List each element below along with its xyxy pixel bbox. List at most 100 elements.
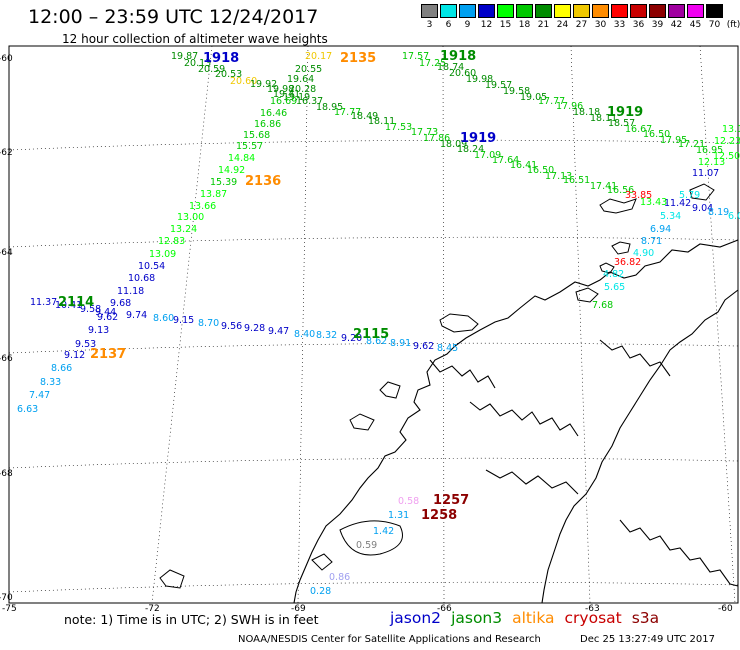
track-time-label: 1918 bbox=[440, 49, 477, 64]
track-time-label: 1258 bbox=[421, 508, 458, 523]
wave-height-value: 0.59 bbox=[356, 540, 378, 551]
coastline bbox=[293, 239, 739, 604]
wave-height-value: 18.49 bbox=[351, 111, 379, 122]
latitude-label: -66 bbox=[0, 354, 13, 364]
scale-swatch bbox=[554, 4, 571, 18]
scale-label: 36 bbox=[632, 20, 645, 30]
wave-height-value: 19.98 bbox=[267, 84, 295, 95]
wave-height-value: 17.41 bbox=[590, 181, 618, 192]
latitude-gridlines bbox=[8, 139, 739, 593]
wave-height-value: 11.07 bbox=[692, 168, 720, 179]
latitude-label: -64 bbox=[0, 248, 13, 258]
wave-height-value: 12.83 bbox=[158, 236, 186, 247]
wave-height-value: 9.12 bbox=[64, 350, 86, 361]
longitude-gridlines bbox=[8, 45, 736, 604]
wave-height-value: 13.87 bbox=[200, 189, 228, 200]
wave-height-value: 18.24 bbox=[457, 144, 485, 155]
wave-height-value: 18.11 bbox=[368, 116, 396, 127]
wave-height-value: 7.47 bbox=[29, 390, 51, 401]
wave-height-value: 16.37 bbox=[296, 96, 324, 107]
wave-height-value: 18.95 bbox=[316, 102, 344, 113]
wave-height-value: 33.85 bbox=[625, 190, 653, 201]
scale-label: 27 bbox=[575, 20, 588, 30]
wave-height-value: 16.86 bbox=[254, 119, 282, 130]
wave-height-value: 6.0 bbox=[728, 211, 740, 222]
scale-label: 39 bbox=[651, 20, 664, 30]
scale-swatch bbox=[459, 4, 476, 18]
wave-height-value: 4.90 bbox=[633, 248, 655, 259]
wave-height-value: 0.86 bbox=[329, 572, 351, 583]
wave-height-value: 17.86 bbox=[423, 133, 451, 144]
wave-height-value: 9.53 bbox=[75, 339, 97, 350]
wave-height-value: 17.25 bbox=[419, 58, 447, 69]
longitude-label: -63 bbox=[585, 604, 600, 614]
wave-height-value: 18.57 bbox=[608, 118, 636, 129]
legend-entry: s3a bbox=[631, 609, 660, 627]
wave-height-value: 8.70 bbox=[198, 318, 220, 329]
wave-height-value: 11.18 bbox=[117, 286, 145, 297]
wave-height-value: 6.94 bbox=[650, 224, 672, 235]
scale-swatch bbox=[440, 4, 457, 18]
wave-height-value: 8.40 bbox=[294, 329, 316, 340]
wave-height-value: 5.65 bbox=[604, 282, 626, 293]
track-time-label: 1918 bbox=[203, 51, 240, 66]
legend-entry: cryosat bbox=[564, 609, 622, 627]
wave-height-value: 8.32 bbox=[316, 330, 338, 341]
wave-height-value: 20.59 bbox=[198, 64, 226, 75]
wave-height-value: 19.92 bbox=[250, 79, 278, 90]
wave-height-value: 13.24 bbox=[170, 224, 198, 235]
wave-height-value: 17.21 bbox=[678, 139, 706, 150]
track-time-label: 2136 bbox=[245, 174, 282, 189]
wave-height-value: 16.50 bbox=[527, 165, 555, 176]
page-subtitle: 12 hour collection of altimeter wave hei… bbox=[62, 32, 328, 46]
wave-height-value: 9.44 bbox=[95, 307, 117, 318]
wave-height-value: 16.95 bbox=[696, 145, 724, 156]
longitude-label: -69 bbox=[291, 604, 306, 614]
track-time-label: 2114 bbox=[58, 295, 95, 310]
page-title: 12:00 – 23:59 UTC 12/24/2017 bbox=[28, 6, 319, 28]
latitude-label: -70 bbox=[0, 593, 13, 603]
scale-label: 9 bbox=[464, 20, 471, 30]
wave-height-value: 1.31 bbox=[388, 510, 410, 521]
wave-height-value: 4.82 bbox=[603, 269, 625, 280]
wave-height-value: 36.82 bbox=[614, 257, 642, 268]
wave-height-value: 17.57 bbox=[402, 51, 430, 62]
scale-label: 15 bbox=[499, 20, 512, 30]
wave-height-value: 19.58 bbox=[503, 86, 531, 97]
wave-height-value: 9.28 bbox=[244, 323, 266, 334]
wave-height-value: 20.17 bbox=[305, 51, 333, 62]
wave-height-value: 9.58 bbox=[80, 304, 102, 315]
track-time-label: 2135 bbox=[340, 51, 377, 66]
wave-height-value: 9.68 bbox=[110, 298, 132, 309]
latitude-label: -62 bbox=[0, 148, 13, 158]
wave-height-value: 12.50 bbox=[713, 151, 740, 162]
islands bbox=[159, 183, 715, 589]
wave-height-value: 8.33 bbox=[40, 377, 62, 388]
longitude-label: -75 bbox=[2, 604, 17, 614]
scale-swatch bbox=[611, 4, 628, 18]
wave-height-value: 12.23 bbox=[714, 136, 740, 147]
scale-swatch bbox=[592, 4, 609, 18]
wave-height-value: 9.04 bbox=[692, 203, 714, 214]
wave-height-value: 17.96 bbox=[556, 101, 584, 112]
wave-height-value: 8.91 bbox=[390, 338, 412, 349]
scale-swatch bbox=[478, 4, 495, 18]
wave-height-value: 20.60 bbox=[230, 76, 258, 87]
wave-height-value: 13.09 bbox=[149, 249, 177, 260]
wave-height-value: 17.77 bbox=[538, 96, 566, 107]
wave-height-value: 14.92 bbox=[218, 165, 246, 176]
wave-height-value: 14.84 bbox=[228, 153, 256, 164]
scale-swatch bbox=[706, 4, 723, 18]
wave-height-value: 18.11 bbox=[590, 113, 618, 124]
wave-height-value: 13.43 bbox=[640, 197, 668, 208]
wave-height-value: 7.68 bbox=[592, 300, 614, 311]
wave-height-value: 20.55 bbox=[295, 64, 323, 75]
footer-timestamp: Dec 25 13:27:49 UTC 2017 bbox=[580, 634, 715, 645]
wave-height-value: 16.67 bbox=[625, 124, 653, 135]
longitude-label: -66 bbox=[437, 604, 452, 614]
scale-label: 6 bbox=[445, 20, 452, 30]
wave-height-value: 18.18 bbox=[573, 107, 601, 118]
wave-height-value: 9.56 bbox=[221, 321, 243, 332]
wave-height-value: 19.19 bbox=[283, 92, 311, 103]
wave-height-value: 9.62 bbox=[413, 341, 435, 352]
